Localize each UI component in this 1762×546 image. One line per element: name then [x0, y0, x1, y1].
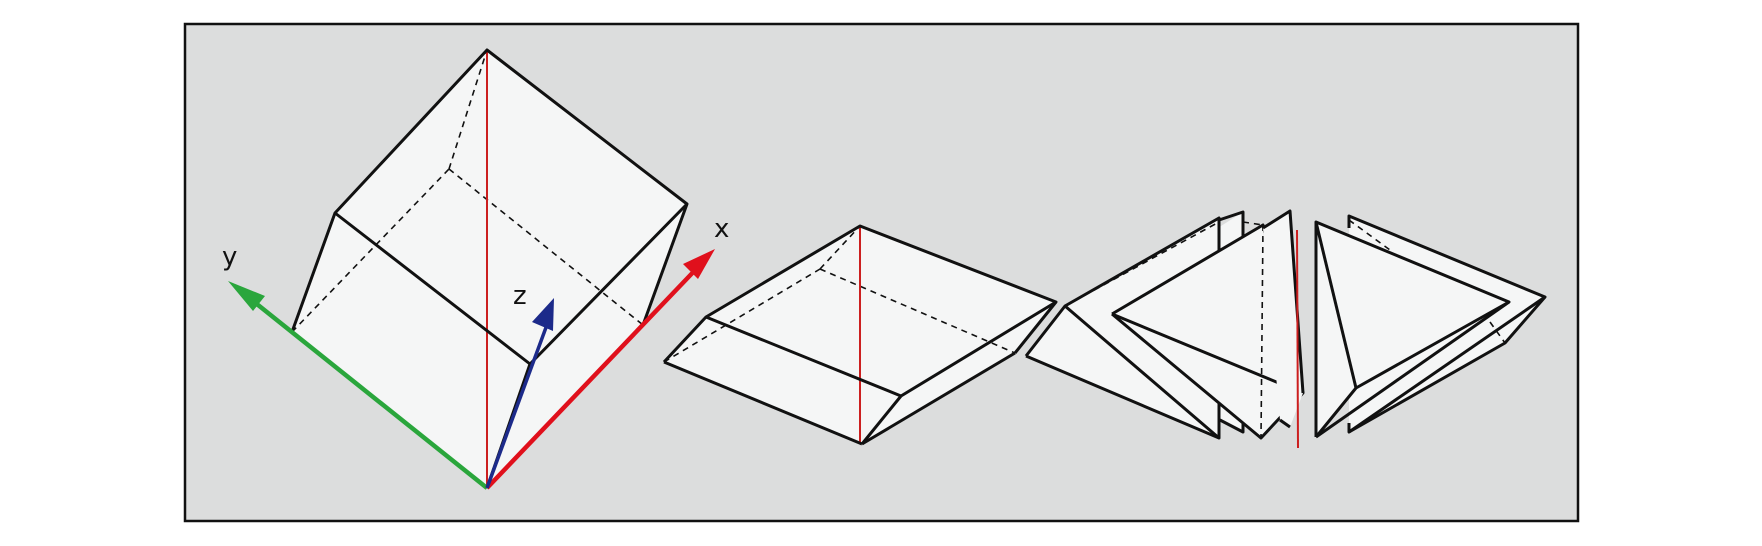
flat-cube-face-front-left	[664, 317, 901, 444]
exploded-wedge-left-edges	[1024, 216, 1221, 440]
exploded-column-middle-edges	[1262, 209, 1305, 429]
flattened-cube-figure	[662, 224, 1058, 446]
z-axis-arrow	[485, 298, 554, 489]
flat-cube-edges	[662, 224, 1058, 446]
exploded-back-plate-right-hidden	[1348, 219, 1506, 344]
exploded-tetra-center	[1112, 225, 1303, 438]
exploded-wedge-left	[1026, 218, 1219, 438]
cube-face-front-left	[292, 213, 530, 488]
flat-cube-face-front-right	[862, 302, 1056, 444]
cube-figure: x y z	[222, 48, 729, 490]
exploded-wedge-right-edges	[1314, 220, 1511, 439]
y-axis-arrow	[228, 281, 489, 490]
x-axis-arrow	[485, 249, 715, 490]
cube-face-top	[335, 50, 687, 364]
x-axis-label: x	[714, 214, 729, 244]
exploded-wedge-left-hidden-edge	[1064, 221, 1220, 307]
flat-cube-hidden-edges	[663, 225, 1016, 363]
cube-hidden-edges	[291, 49, 644, 333]
exploded-tetra-center-hidden	[1242, 221, 1264, 439]
exploded-pieces-figure	[1024, 209, 1547, 449]
y-axis-label: y	[222, 242, 237, 272]
z-axis-label: z	[513, 281, 527, 311]
exploded-vertical-line	[1296, 229, 1299, 449]
cube-face-front-right	[487, 204, 687, 488]
exploded-back-plate-right-edges	[1347, 214, 1547, 434]
